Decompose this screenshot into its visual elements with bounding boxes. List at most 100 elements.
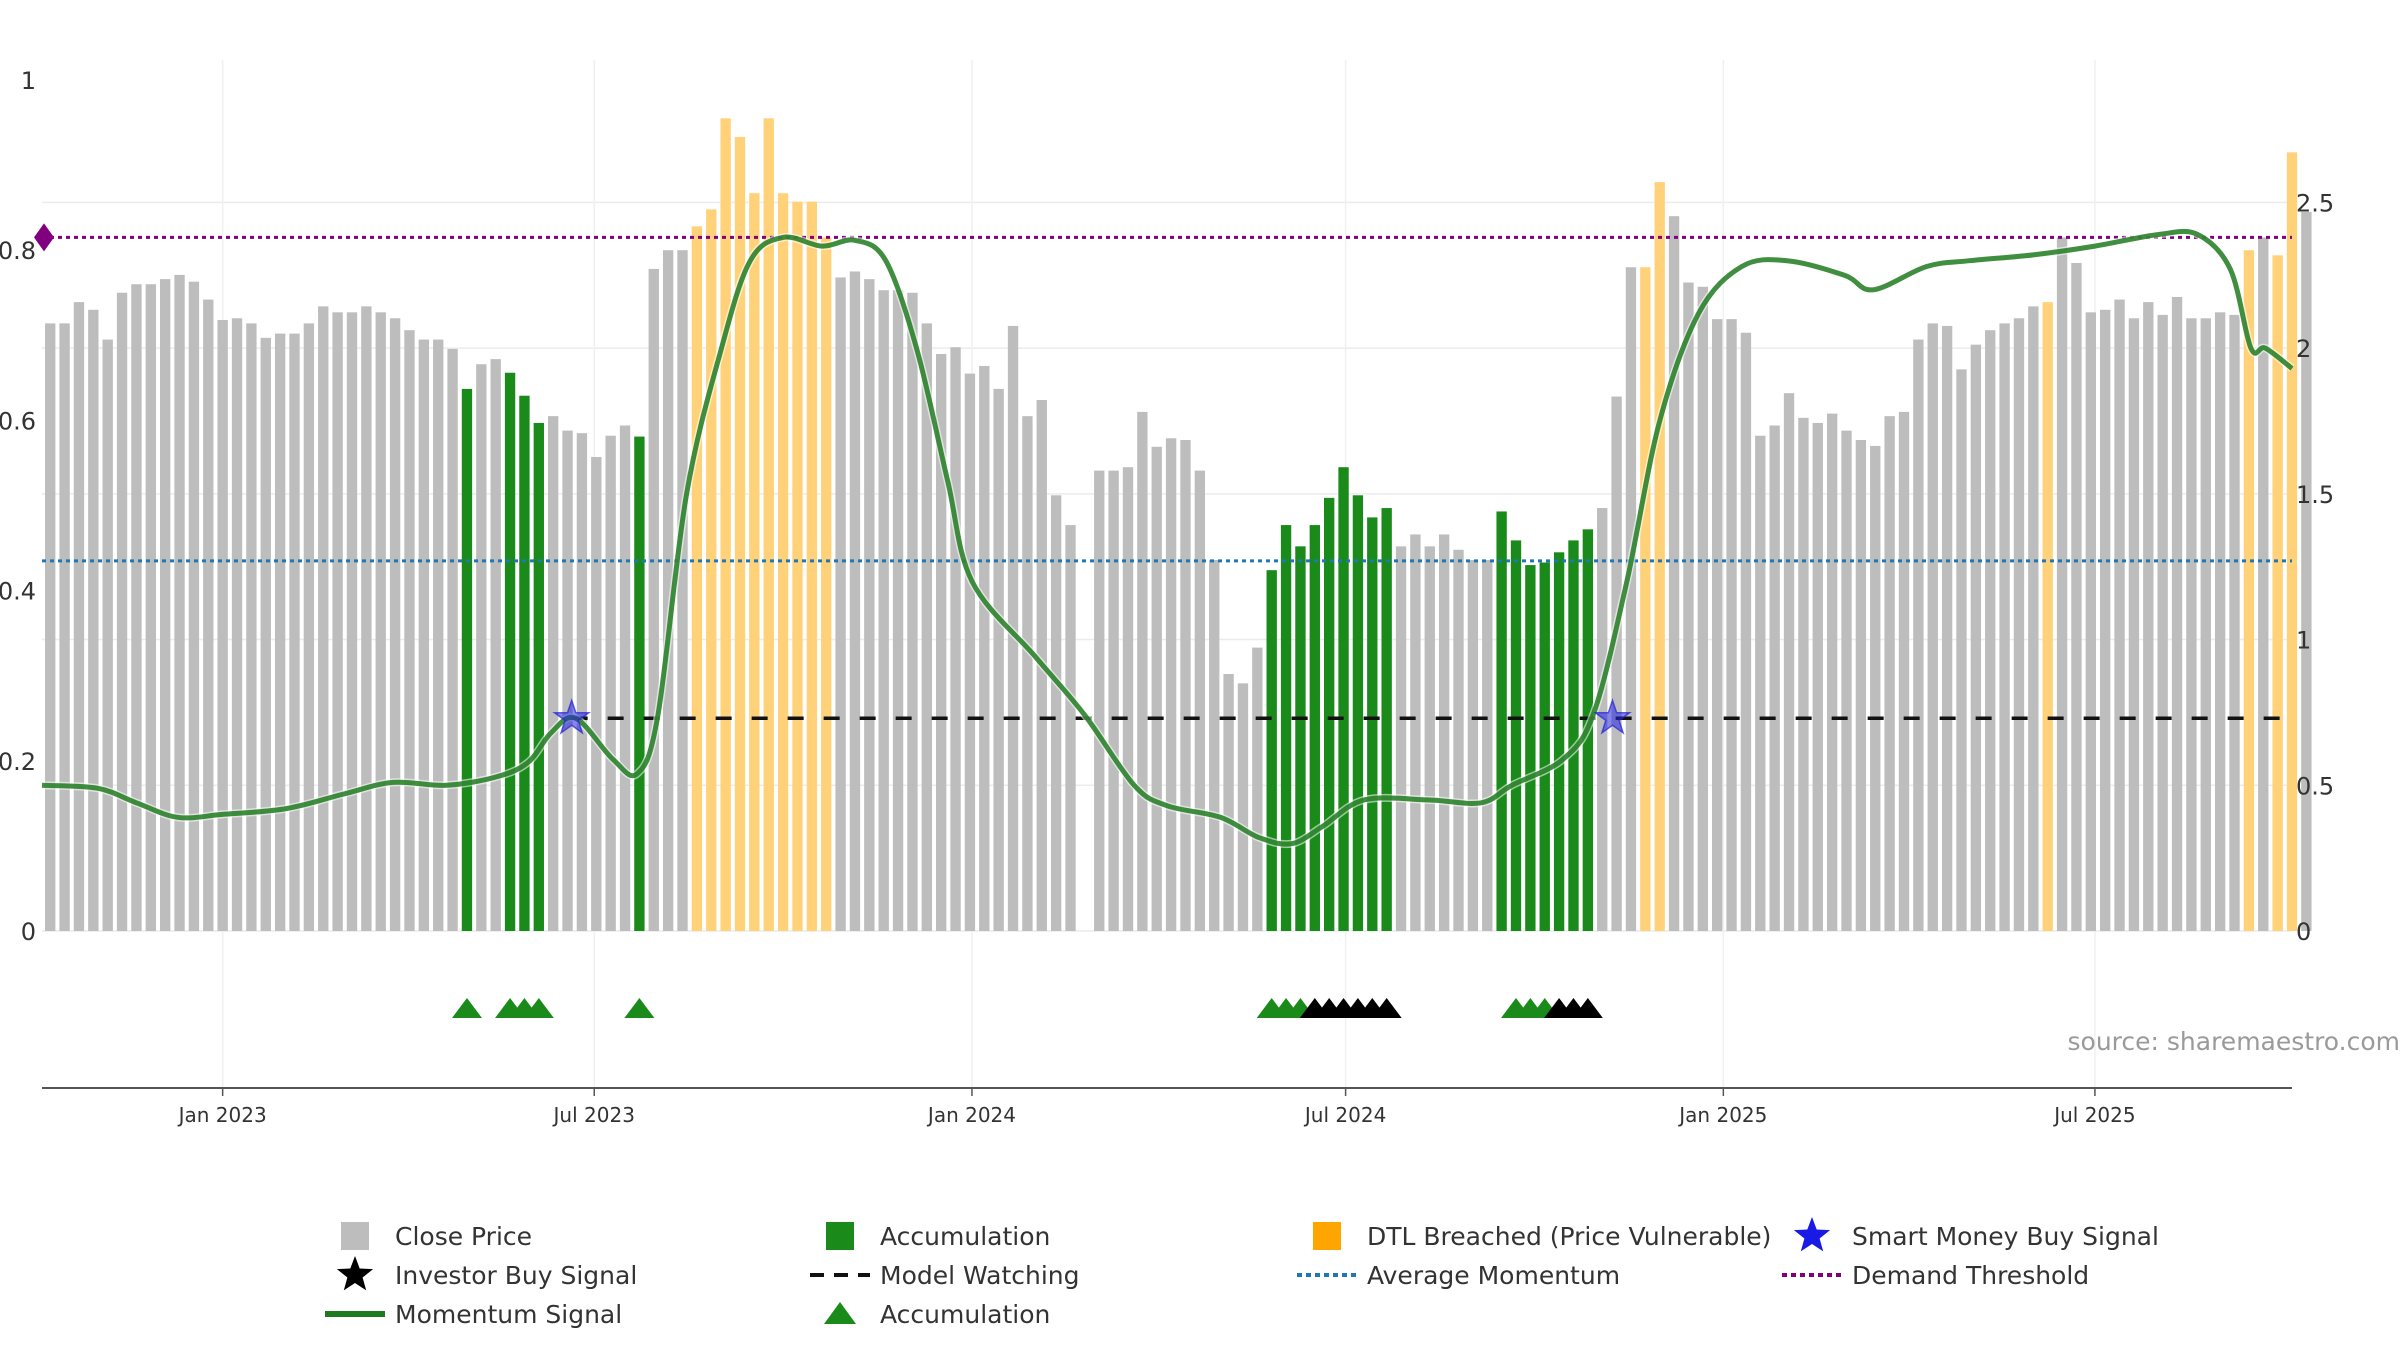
close-price-bar bbox=[2171, 297, 2183, 931]
legend-label: Model Watching bbox=[880, 1261, 1080, 1290]
dtl-breached-bar bbox=[1654, 182, 1665, 931]
x-tick-label: Jul 2025 bbox=[2052, 1103, 2135, 1127]
momentum-signal-line bbox=[41, 228, 2294, 847]
close-price-bar bbox=[203, 299, 214, 932]
close-price-bar bbox=[88, 309, 99, 931]
close-price-bar bbox=[1970, 344, 1982, 931]
smart-money-buy-star bbox=[552, 697, 592, 735]
close-price-bar bbox=[2071, 262, 2082, 932]
price-bars bbox=[45, 118, 2312, 932]
close-price-bar bbox=[2229, 314, 2240, 932]
close-price-bar bbox=[993, 388, 1004, 932]
close-price-bar bbox=[892, 290, 904, 931]
close-price-bar bbox=[1798, 417, 1809, 931]
close-price-bar bbox=[2258, 237, 2269, 931]
close-price-bar bbox=[648, 268, 659, 931]
close-price-bar bbox=[490, 359, 501, 931]
dtl-breached-bar bbox=[734, 137, 746, 932]
legend-label: Investor Buy Signal bbox=[395, 1261, 637, 1290]
close-price-bar bbox=[1194, 470, 1206, 931]
right-tick-label: 1.5 bbox=[2296, 481, 2334, 509]
close-price-bar bbox=[619, 425, 631, 931]
close-price-bar bbox=[562, 430, 573, 931]
close-price-bar bbox=[1410, 534, 1421, 931]
close-price-bar bbox=[576, 433, 588, 931]
left-tick-label: 0.8 bbox=[0, 237, 36, 265]
close-price-bar bbox=[2013, 318, 2025, 931]
close-price-bar bbox=[1611, 396, 1622, 931]
close-price-bar bbox=[1209, 559, 1220, 931]
axes: Jan 2023 Jul 2023 Jan 2024 Jul 2024 Jan 2025… bbox=[0, 67, 2334, 1127]
accumulation-bar bbox=[1324, 497, 1335, 931]
legend-swatch bbox=[1313, 1222, 1341, 1250]
close-price-bar bbox=[1151, 446, 1162, 931]
close-price-bar bbox=[1755, 435, 1766, 931]
close-price-bar bbox=[188, 281, 200, 931]
close-price-bar bbox=[1726, 319, 1737, 932]
demand-threshold-marker bbox=[34, 223, 54, 252]
accumulation-bar bbox=[1309, 525, 1320, 931]
legend-label: DTL Breached (Price Vulnerable) bbox=[1367, 1222, 1771, 1251]
close-price-bar bbox=[2085, 312, 2096, 931]
accumulation-bar bbox=[461, 388, 473, 932]
close-price-bar bbox=[1180, 439, 1191, 931]
accumulation-bar bbox=[504, 372, 516, 931]
close-price-bar bbox=[116, 292, 128, 931]
close-price-bar bbox=[246, 323, 257, 931]
legend-triangle-icon bbox=[824, 1302, 856, 1324]
close-price-bar bbox=[2128, 318, 2140, 931]
dtl-breached-bar bbox=[2272, 255, 2283, 931]
close-price-bar bbox=[1769, 425, 1780, 931]
close-price-bar bbox=[591, 456, 602, 931]
accumulation-bar bbox=[1539, 562, 1550, 931]
close-price-bar bbox=[1050, 495, 1062, 931]
close-price-bar bbox=[174, 274, 185, 931]
close-price-bar bbox=[1783, 393, 1795, 932]
close-price-bar bbox=[1740, 332, 1752, 931]
close-price-bar bbox=[1108, 470, 1119, 931]
legend-star-icon bbox=[336, 1256, 374, 1291]
close-price-bar bbox=[1453, 549, 1464, 931]
close-price-bar bbox=[289, 333, 300, 931]
close-price-bar bbox=[375, 312, 386, 931]
close-price-bar bbox=[1855, 439, 1867, 931]
legend-swatch bbox=[341, 1222, 369, 1250]
accumulation-bar bbox=[1352, 495, 1364, 931]
smart-money-buy-star bbox=[1593, 697, 1632, 735]
close-price-bar bbox=[418, 339, 430, 931]
right-tick-label: 1 bbox=[2296, 627, 2311, 655]
x-tick-label: Jul 2024 bbox=[1303, 1103, 1386, 1127]
close-price-bar bbox=[1237, 683, 1249, 931]
close-price-bar bbox=[1438, 534, 1450, 931]
close-price-bar bbox=[1999, 323, 2010, 931]
close-price-bar bbox=[1094, 470, 1105, 931]
close-price-bar bbox=[1956, 369, 1967, 932]
close-price-bar bbox=[2301, 211, 2312, 931]
x-tick-label: Jan 2025 bbox=[1677, 1103, 1767, 1127]
close-price-bar bbox=[318, 306, 329, 932]
legend-label: Smart Money Buy Signal bbox=[1852, 1222, 2159, 1251]
reference-lines bbox=[34, 223, 2292, 720]
close-price-bar bbox=[389, 318, 401, 931]
investor-marker bbox=[1572, 998, 1603, 1018]
accumulation-bar bbox=[1295, 546, 1306, 931]
close-price-bar bbox=[2186, 318, 2197, 931]
x-tick-label: Jan 2023 bbox=[177, 1103, 267, 1127]
close-price-bar bbox=[950, 347, 961, 931]
dtl-breached-bar bbox=[2286, 152, 2298, 931]
dtl-breached-bar bbox=[792, 201, 803, 931]
accumulation-bar bbox=[1266, 570, 1277, 931]
legend-label: Momentum Signal bbox=[395, 1300, 622, 1329]
close-price-bar bbox=[447, 348, 458, 931]
close-price-bar bbox=[1927, 323, 1938, 931]
close-price-bar bbox=[59, 323, 70, 931]
accumulation-bar bbox=[519, 395, 530, 931]
close-price-bar bbox=[662, 250, 674, 931]
close-price-bar bbox=[102, 339, 113, 931]
dtl-breached-bar bbox=[2042, 302, 2053, 932]
close-price-bar bbox=[2157, 314, 2168, 932]
close-price-bar bbox=[964, 373, 976, 932]
dtl-breached-bar bbox=[691, 226, 703, 931]
left-tick-label: 0.4 bbox=[0, 578, 36, 606]
